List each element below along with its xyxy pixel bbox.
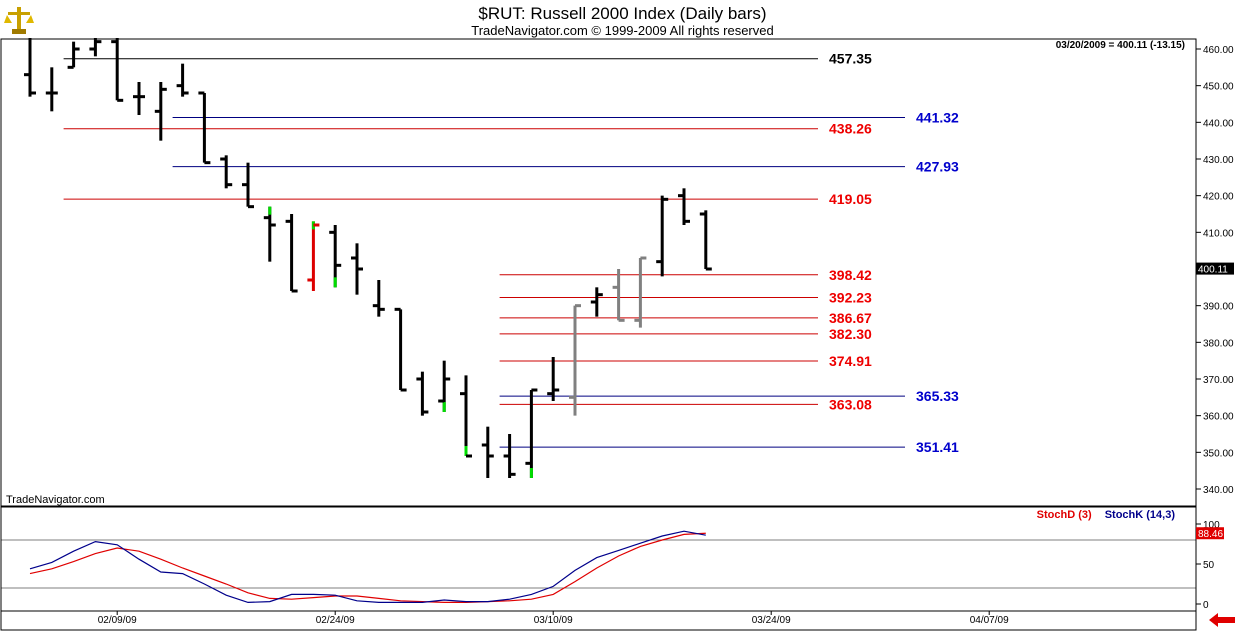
price-readout: 03/20/2009 = 400.11 (-13.15) xyxy=(1055,40,1185,51)
ohlc-bar xyxy=(176,63,189,97)
ohlc-bar xyxy=(481,426,494,478)
ohlc-bar xyxy=(67,41,80,69)
legend-stoch-d: StochD (3) xyxy=(1036,509,1092,521)
price-tick-label: 430.00 xyxy=(1203,155,1234,166)
ohlc-bar xyxy=(634,256,647,328)
price-tick-label: 440.00 xyxy=(1203,118,1234,129)
price-tick-label: 450.00 xyxy=(1203,82,1234,93)
stoch-tick-label: 0 xyxy=(1203,600,1209,611)
price-tick-label: 340.00 xyxy=(1203,485,1234,496)
red-left-arrow-icon[interactable] xyxy=(1209,613,1235,627)
ohlc-bar xyxy=(285,213,298,293)
ohlc-bar xyxy=(678,188,690,225)
chart-subtitle: TradeNavigator.com © 1999-2009 All right… xyxy=(471,23,774,38)
price-tick-label: 390.00 xyxy=(1203,302,1234,313)
ohlc-bar xyxy=(525,388,538,478)
ohlc-bar xyxy=(612,268,625,322)
watermark: TradeNavigator.com xyxy=(6,494,105,506)
price-bars xyxy=(24,37,712,478)
date-tick-label: 02/24/09 xyxy=(316,615,355,626)
last-price-label: 400.11 xyxy=(1198,265,1228,276)
ohlc-bar xyxy=(133,81,145,115)
ohlc-bar xyxy=(699,210,712,271)
level-label: 398.42 xyxy=(829,267,872,283)
date-tick-label: 03/10/09 xyxy=(534,615,573,626)
ohlc-bar xyxy=(263,206,276,262)
ohlc-bar xyxy=(569,304,581,416)
stoch-last-label: 88.46 xyxy=(1198,529,1223,540)
legend-stoch-k: StochK (14,3) xyxy=(1104,509,1175,521)
level-label: 374.91 xyxy=(829,353,872,369)
stoch-last-badge xyxy=(1196,527,1224,540)
ohlc-bar xyxy=(220,155,233,189)
ohlc-bar xyxy=(547,356,560,401)
level-label: 392.23 xyxy=(829,289,872,305)
ohlc-bar xyxy=(503,433,516,478)
fib-levels: 457.35 441.32 438.26 427.93 419.05 398.42 392.… xyxy=(63,51,959,455)
date-tick-label: 03/24/09 xyxy=(752,615,791,626)
date-axis: 02/09/09 02/24/09 03/10/09 03/24/09 04/07/09 xyxy=(98,611,1009,626)
last-price-badge xyxy=(1196,262,1234,275)
stoch-tick-label: 100 xyxy=(1203,520,1220,531)
chart-title: $RUT: Russell 2000 Index (Daily bars) xyxy=(478,4,767,23)
stoch-panel-frame xyxy=(0,506,1197,612)
stoch-d-line xyxy=(29,532,706,604)
level-label: 419.05 xyxy=(829,191,872,207)
ohlc-bar xyxy=(590,287,603,317)
level-label: 438.26 xyxy=(829,121,872,137)
level-label: 382.30 xyxy=(829,326,872,342)
stoch-tick-label: 50 xyxy=(1203,560,1215,571)
level-label: 457.35 xyxy=(829,51,872,67)
level-label: 441.32 xyxy=(916,109,959,125)
ohlc-bar xyxy=(45,67,58,112)
ohlc-bar xyxy=(438,360,451,412)
ohlc-bar xyxy=(89,37,102,57)
ohlc-bar xyxy=(656,195,669,277)
stoch-legend: StochD (3) StochK (14,3) xyxy=(1037,509,1175,521)
ohlc-bar xyxy=(154,81,167,141)
price-tick-label: 420.00 xyxy=(1203,192,1234,203)
price-tick-label: 360.00 xyxy=(1203,412,1234,423)
ohlc-bar xyxy=(372,279,385,317)
level-label: 386.67 xyxy=(829,310,872,326)
date-tick-label: 02/09/09 xyxy=(98,615,137,626)
level-label: 363.08 xyxy=(829,396,872,412)
ohlc-bar xyxy=(351,243,363,295)
price-panel-frame xyxy=(0,38,1197,507)
xaxis-band xyxy=(0,610,1197,631)
price-tick-label: 410.00 xyxy=(1203,228,1234,239)
ohlc-bar xyxy=(307,221,320,291)
level-label: 427.93 xyxy=(916,159,959,175)
level-label: 351.41 xyxy=(916,439,959,455)
ohlc-bar xyxy=(242,162,254,209)
level-label: 365.33 xyxy=(916,388,959,404)
ohlc-bar xyxy=(111,37,124,102)
ohlc-bar xyxy=(198,91,211,165)
price-tick-label: 380.00 xyxy=(1203,338,1234,349)
price-tick-label: 370.00 xyxy=(1203,375,1234,386)
price-tick-label: 350.00 xyxy=(1203,448,1234,459)
stoch-k-line xyxy=(29,530,706,604)
ohlc-bar xyxy=(394,307,407,392)
ohlc-bar xyxy=(416,371,429,416)
price-tick-label: 460.00 xyxy=(1203,45,1234,56)
ohlc-bar xyxy=(460,375,472,458)
date-tick-label: 04/07/09 xyxy=(970,615,1009,626)
balance-scale-logo-icon xyxy=(4,7,34,34)
ohlc-bar xyxy=(24,37,36,97)
price-ticks: 340.00 350.00 360.00 370.00 380.00 390.00 400.… xyxy=(1196,45,1234,496)
ohlc-bar xyxy=(329,224,342,288)
